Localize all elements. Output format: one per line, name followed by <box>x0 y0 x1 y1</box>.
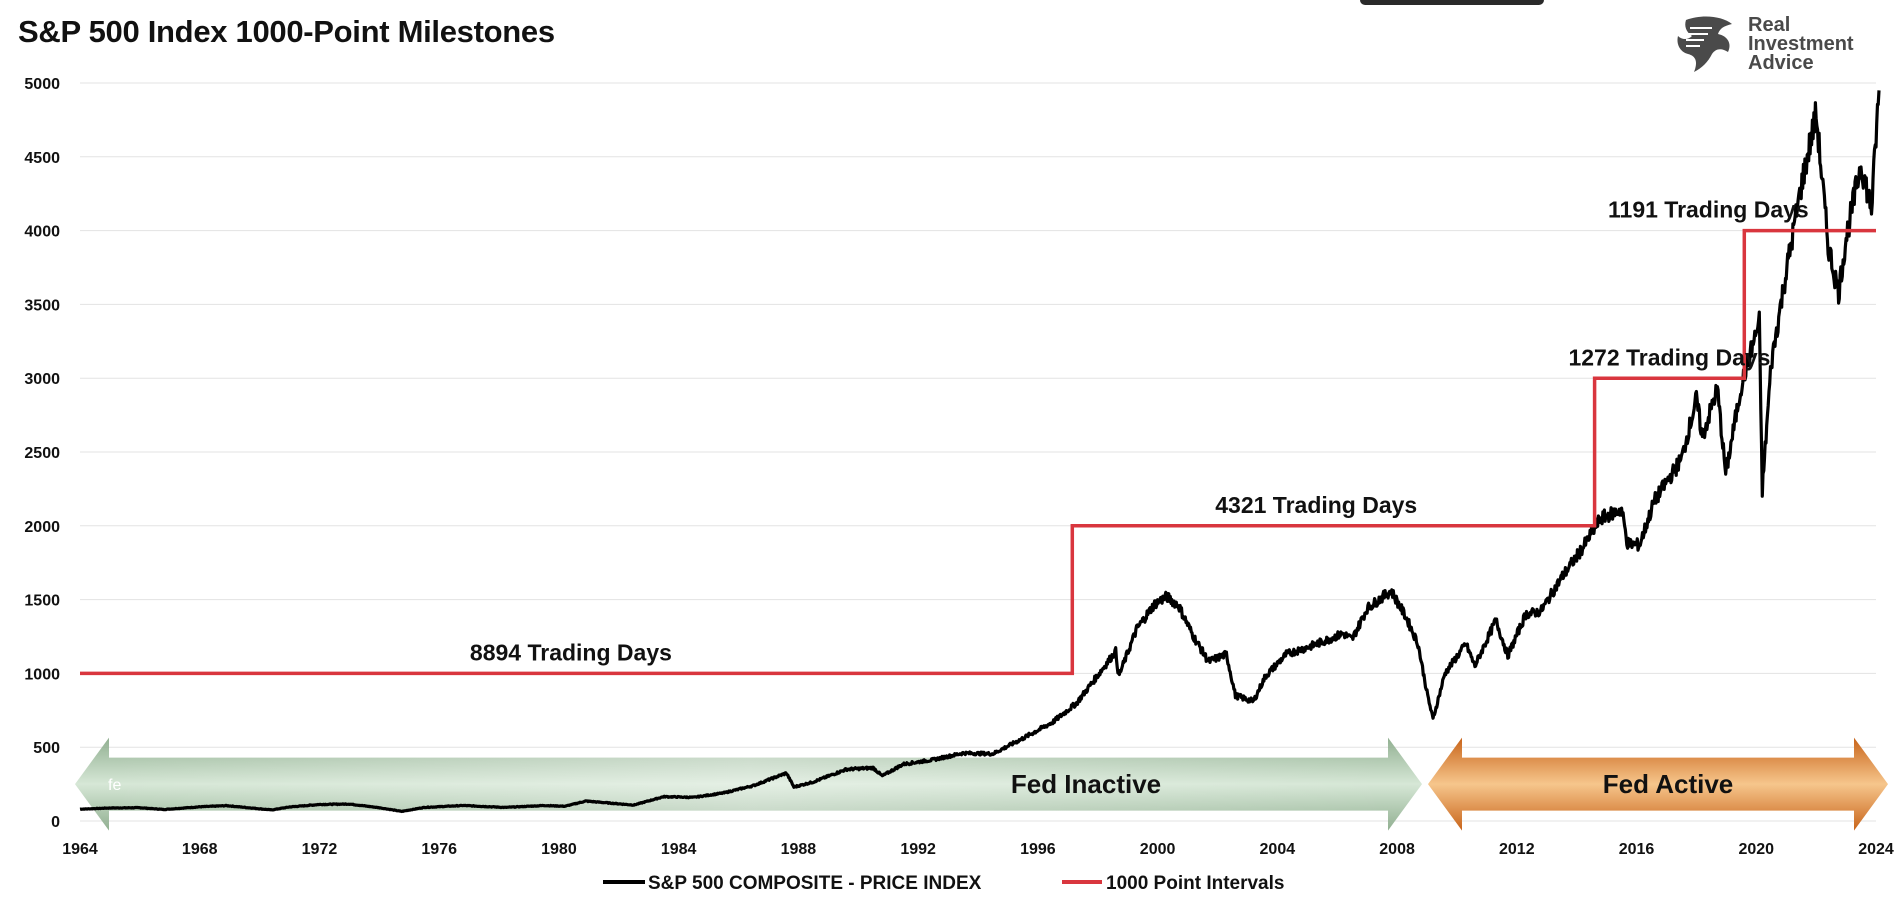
series-line-sp500 <box>79 90 1881 814</box>
y-tick-label: 2500 <box>24 445 60 462</box>
grid-lines <box>80 82 1876 822</box>
y-tick-label: 5000 <box>24 76 60 93</box>
x-tick-label: 2024 <box>1858 841 1894 858</box>
legend-label-1: 1000 Point Intervals <box>1106 873 1284 894</box>
y-tick-label: 3000 <box>24 371 60 388</box>
y-tick-label: 500 <box>33 740 60 757</box>
x-tick-label: 2000 <box>1140 841 1176 858</box>
annotation-trading-days: 1191 Trading Days <box>1608 197 1809 223</box>
axes-layer: 0 500 1000 1500 2000 2500 3000 3500 4000 4500 5000… <box>24 76 1893 858</box>
legend: S&P 500 COMPOSITE - PRICE INDEX 1000 Poin… <box>603 873 1284 894</box>
logo-line-1: Real <box>1748 14 1791 36</box>
x-tick-label: 1968 <box>182 841 218 858</box>
logo-line-2: Investment <box>1748 33 1854 55</box>
y-tick-label: 4000 <box>24 224 60 241</box>
logo-line-3: Advice <box>1748 52 1814 74</box>
series-line-intervals <box>80 228 1876 676</box>
logo: Real Investment Advice <box>1672 14 1882 80</box>
annotation-trading-days: 8894 Trading Days <box>470 640 672 666</box>
x-tick-label: 2008 <box>1379 841 1415 858</box>
x-tick-label: 1992 <box>900 841 936 858</box>
fed-regions: Fed Inactive fe Fed Active <box>75 737 1888 831</box>
x-tick-label: 1976 <box>421 841 457 858</box>
y-tick-label: 3500 <box>24 297 60 314</box>
logo-text: Real Investment Advice <box>1748 14 1854 74</box>
y-tick-label: 1000 <box>24 666 60 683</box>
x-tick-label: 2020 <box>1738 841 1774 858</box>
x-tick-label: 1988 <box>781 841 817 858</box>
y-tick-label: 2000 <box>24 519 60 536</box>
x-tick-label: 1964 <box>62 841 98 858</box>
annotation-trading-days: 4321 Trading Days <box>1215 492 1417 518</box>
x-tick-label: 2016 <box>1619 841 1655 858</box>
legend-label-0: S&P 500 COMPOSITE - PRICE INDEX <box>648 873 982 894</box>
annotation-trading-days: 1272 Trading Days <box>1568 344 1770 370</box>
fed-inactive-label: Fed Inactive <box>1011 769 1161 799</box>
x-tick-label: 2004 <box>1260 841 1296 858</box>
window-handle <box>1360 0 1544 5</box>
x-tick-label: 1972 <box>302 841 338 858</box>
fed-active-label: Fed Active <box>1603 769 1734 799</box>
chart-title: S&P 500 Index 1000-Point Milestones <box>18 14 555 49</box>
annotations-layer: 8894 Trading Days 4321 Trading Days 1272 T… <box>470 197 1809 666</box>
x-tick-label: 2012 <box>1499 841 1535 858</box>
x-tick-label: 1980 <box>541 841 577 858</box>
x-tick-label: 1984 <box>661 841 697 858</box>
fed-active-arrow <box>1428 737 1888 831</box>
fed-inactive-sublabel: fe <box>108 777 121 794</box>
x-tick-label: 1996 <box>1020 841 1056 858</box>
eagle-logo-icon <box>1677 16 1732 72</box>
fed-inactive-highlight <box>109 757 1388 811</box>
y-tick-label: 1500 <box>24 593 60 610</box>
y-tick-label: 4500 <box>24 150 60 167</box>
series-layer <box>79 90 1881 814</box>
y-tick-label: 0 <box>51 814 60 831</box>
